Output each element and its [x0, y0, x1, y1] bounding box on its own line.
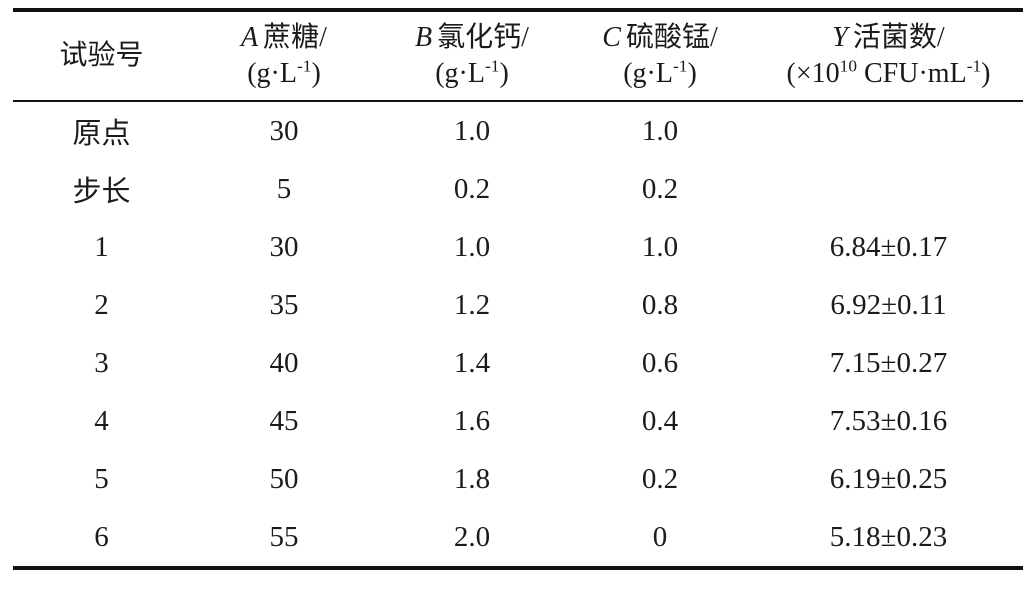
col-header-viable-count: Y 活菌数/ (×1010 CFU·mL-1) [754, 10, 1023, 101]
cell-y [754, 160, 1023, 218]
cell-run: 3 [94, 346, 109, 379]
cell-y: 5.18±0.23 [829, 520, 948, 553]
col-header-test-number-label: 试验号 [59, 40, 144, 72]
cell-run: 5 [94, 462, 109, 495]
cell-run: 原点 [72, 118, 131, 150]
table-row-origin: 原点 30 1.0 1.0 [13, 101, 1023, 160]
cell-c: 1.0 [641, 230, 679, 263]
cell-run: 4 [94, 404, 109, 437]
cell-a: 50 [269, 462, 299, 495]
cell-run: 1 [94, 230, 109, 263]
cell-a: 40 [269, 346, 299, 379]
cell-b: 1.8 [453, 462, 491, 495]
col-header-viable-count-unit: (×1010 CFU·mL-1) [786, 56, 991, 89]
cell-a: 55 [269, 520, 299, 553]
cell-y: 6.92±0.11 [830, 288, 947, 321]
cell-b: 1.0 [453, 230, 491, 263]
col-header-sucrose-unit: (g·L-1) [247, 56, 321, 89]
cell-a: 30 [269, 114, 299, 147]
cell-b: 1.0 [453, 114, 491, 147]
cell-c: 0.6 [641, 346, 679, 379]
col-header-calcium-chloride: B 氯化钙/ (g·L-1) [378, 10, 566, 101]
cell-b: 1.6 [453, 404, 491, 437]
cell-run: 2 [94, 288, 109, 321]
cell-run: 步长 [72, 176, 131, 208]
cell-y [754, 101, 1023, 160]
table-row-4: 4 45 1.6 0.4 7.53±0.16 [13, 392, 1023, 450]
cell-b: 1.4 [453, 346, 491, 379]
col-header-calcium-chloride-unit: (g·L-1) [435, 56, 509, 89]
cell-a: 35 [269, 288, 299, 321]
table-row-5: 5 50 1.8 0.2 6.19±0.25 [13, 450, 1023, 508]
table-body: 原点 30 1.0 1.0 步长 5 0.2 0.2 1 30 1.0 1.0 … [13, 101, 1023, 568]
header-row: 试验号 A 蔗糖/ (g·L-1) B 氯化钙/ (g·L-1) C 硫酸锰/ (g·… [13, 10, 1023, 101]
col-header-manganese-sulfate-unit: (g·L-1) [623, 56, 697, 89]
cell-c: 0.2 [641, 172, 679, 205]
cell-c: 1.0 [641, 114, 679, 147]
cell-c: 0.8 [641, 288, 679, 321]
table-header: 试验号 A 蔗糖/ (g·L-1) B 氯化钙/ (g·L-1) C 硫酸锰/ (g·… [13, 10, 1023, 101]
table-row-2: 2 35 1.2 0.8 6.92±0.11 [13, 276, 1023, 334]
cell-run: 6 [94, 520, 109, 553]
cell-c: 0.2 [641, 462, 679, 495]
table-row-6: 6 55 2.0 0 5.18±0.23 [13, 508, 1023, 568]
cell-b: 0.2 [453, 172, 491, 205]
cell-a: 30 [269, 230, 299, 263]
col-header-calcium-chloride-name: B 氯化钙/ [415, 22, 529, 54]
col-header-sucrose: A 蔗糖/ (g·L-1) [190, 10, 378, 101]
col-header-manganese-sulfate-name: C 硫酸锰/ [602, 22, 718, 54]
cell-y: 6.19±0.25 [829, 462, 948, 495]
cell-b: 2.0 [453, 520, 491, 553]
col-header-sucrose-name: A 蔗糖/ [241, 22, 327, 54]
col-header-viable-count-name: Y 活菌数/ [832, 22, 945, 54]
paper-table-container: 试验号 A 蔗糖/ (g·L-1) B 氯化钙/ (g·L-1) C 硫酸锰/ (g·… [13, 8, 1023, 570]
table-row-1: 1 30 1.0 1.0 6.84±0.17 [13, 218, 1023, 276]
cell-c: 0 [652, 520, 668, 553]
col-header-manganese-sulfate: C 硫酸锰/ (g·L-1) [566, 10, 754, 101]
cell-c: 0.4 [641, 404, 679, 437]
table-row-3: 3 40 1.4 0.6 7.15±0.27 [13, 334, 1023, 392]
col-header-test-number: 试验号 [13, 10, 190, 101]
cell-y: 6.84±0.17 [829, 230, 948, 263]
cell-a: 5 [276, 172, 292, 205]
cell-y: 7.15±0.27 [829, 346, 948, 379]
cell-b: 1.2 [453, 288, 491, 321]
cell-y: 7.53±0.16 [829, 404, 948, 437]
table-row-step: 步长 5 0.2 0.2 [13, 160, 1023, 218]
steepest-ascent-experiment-table: 试验号 A 蔗糖/ (g·L-1) B 氯化钙/ (g·L-1) C 硫酸锰/ (g·… [13, 8, 1023, 570]
cell-a: 45 [269, 404, 299, 437]
